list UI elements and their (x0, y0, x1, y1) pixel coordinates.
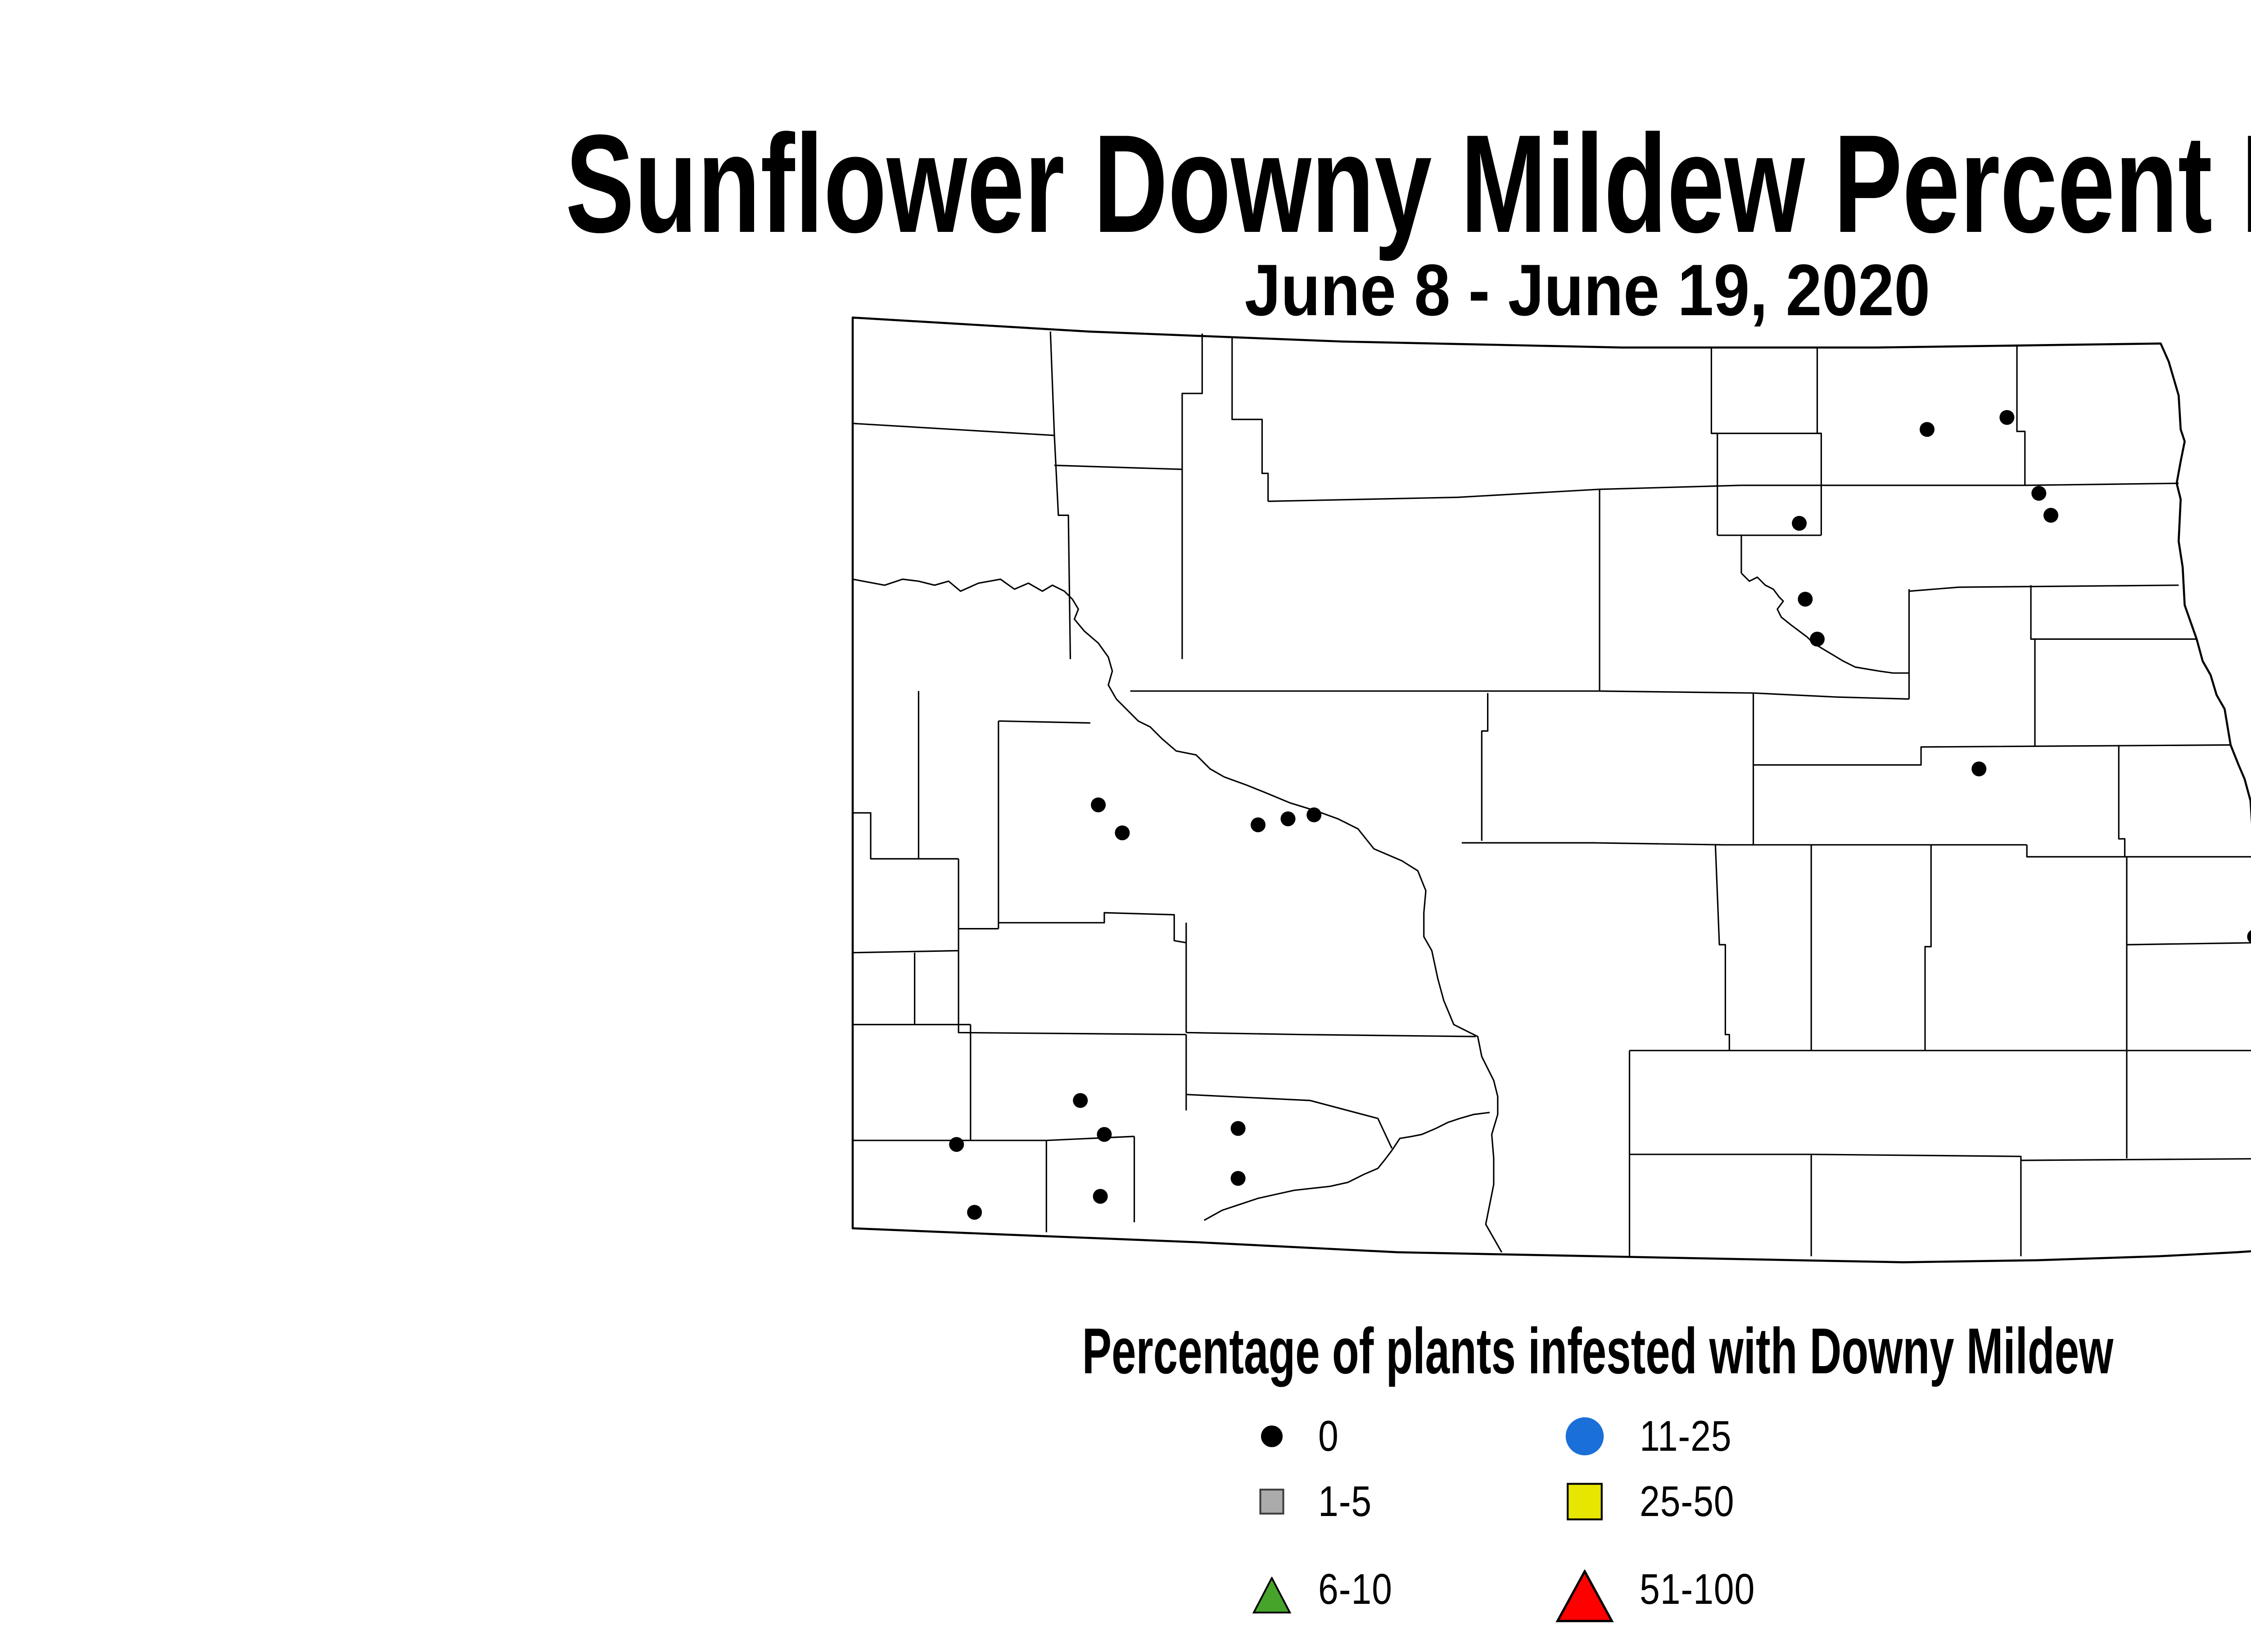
site-dot-incidence-0 (2031, 486, 2047, 501)
county-line (1741, 482, 2179, 486)
site-dot-incidence-0 (1798, 592, 1813, 607)
county-line (1049, 331, 1071, 659)
legend-title: Percentage of plants infested with Downy… (1082, 1315, 2114, 1387)
site-dot-incidence-0 (1091, 797, 1106, 813)
county-line (1268, 484, 1741, 502)
site-dot-incidence-0 (949, 1137, 964, 1152)
site-dot-incidence-0 (1115, 825, 1130, 841)
black-dot-icon (1234, 1425, 1310, 1448)
site-dot-incidence-0 (1810, 631, 1825, 647)
site-dot-incidence-0 (1230, 1171, 1246, 1186)
legend-label: 1-5 (1318, 1477, 1372, 1525)
green-triangle-icon (1234, 1577, 1310, 1614)
county-line (1054, 464, 1182, 470)
site-dot-incidence-0 (1093, 1189, 1108, 1204)
county-line (853, 812, 959, 860)
site-dot-incidence-0 (1073, 1093, 1088, 1108)
county-line (2118, 745, 2126, 857)
site-dot-incidence-0 (1999, 410, 2015, 425)
river-line (852, 578, 1502, 1253)
gray-square-icon (1234, 1488, 1310, 1515)
page-subtitle: June 8 - June 19, 2020 (1244, 249, 1930, 331)
river-line (1740, 572, 1909, 674)
site-dots (949, 410, 2251, 1220)
site-dot-incidence-0 (2043, 507, 2058, 523)
county-line (1753, 744, 2231, 766)
site-dot-incidence-0 (967, 1205, 982, 1220)
county-line (1714, 845, 1730, 1051)
site-dot-incidence-0 (2247, 930, 2251, 943)
county-line (958, 950, 1186, 1036)
legend-label: 11-25 (1640, 1412, 1732, 1460)
county-line (1909, 584, 2179, 592)
county-line (2016, 345, 2026, 485)
legend-row-6-10: 6-10 (1234, 1565, 1406, 1614)
county-line (1181, 333, 1203, 470)
county-line (2026, 845, 2251, 858)
legend-label: 6-10 (1318, 1565, 1392, 1613)
legend-row-51-100: 51-100 (1540, 1556, 1777, 1623)
county-line (1186, 1032, 1476, 1037)
river-boundaries (852, 572, 1909, 1253)
county-line (2030, 585, 2036, 747)
legend-label: 25-50 (1640, 1477, 1735, 1525)
county-line (1924, 845, 1932, 1051)
county-line (998, 720, 1090, 724)
county-boundaries (852, 331, 2251, 1257)
red-triangle-icon (1540, 1570, 1630, 1623)
site-dot-incidence-0 (1230, 1121, 1246, 1136)
yellow-square-icon (1540, 1482, 1630, 1521)
legend-row-0: 0 (1234, 1412, 1342, 1461)
site-dot-incidence-0 (1280, 811, 1296, 827)
blue-circle-icon (1540, 1416, 1630, 1457)
county-line (1231, 337, 1269, 502)
site-dot-incidence-0 (1792, 516, 1807, 531)
legend-row-11-25: 11-25 (1540, 1412, 1749, 1461)
site-dot-incidence-0 (1306, 807, 1322, 823)
county-line (1461, 842, 2027, 846)
page-title: Sunflower Downy Mildew Percent Incidence (565, 105, 2251, 262)
river-line (1203, 1112, 1490, 1221)
legend-label: 51-100 (1640, 1565, 1755, 1613)
site-dot-incidence-0 (1920, 422, 1935, 437)
county-line (853, 1136, 1135, 1141)
county-line (1186, 1094, 1393, 1149)
state-outline (851, 316, 2251, 1263)
county-line (1811, 1154, 2251, 1161)
county-line (1481, 693, 1489, 841)
site-dot-incidence-0 (1097, 1127, 1112, 1142)
county-line (852, 422, 1055, 436)
site-dot-incidence-0 (1971, 761, 1987, 777)
county-line (998, 912, 1187, 944)
legend-label: 0 (1318, 1412, 1339, 1460)
county-line (2126, 942, 2251, 946)
legend-row-25-50: 25-50 (1540, 1477, 1753, 1526)
legend-row-1-5: 1-5 (1234, 1477, 1382, 1526)
site-dot-incidence-0 (1251, 817, 1266, 833)
state-border (851, 316, 2251, 1263)
